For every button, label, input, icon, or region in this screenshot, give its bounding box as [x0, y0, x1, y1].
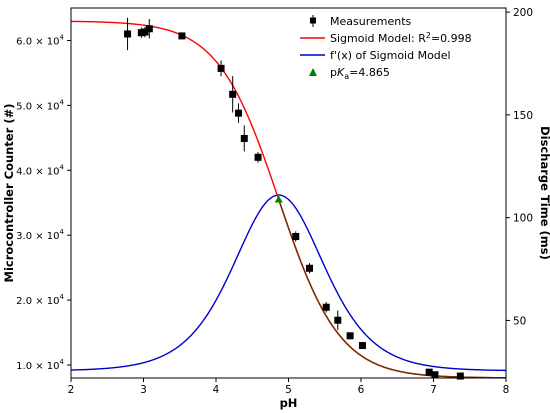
- legend-sigmoid-prefix: Sigmoid Model: R: [330, 32, 426, 45]
- measurement-point: [141, 26, 149, 38]
- measurement-marker: [124, 30, 132, 38]
- derivative-curve: [70, 194, 507, 372]
- measurement-point: [254, 152, 262, 163]
- measurement-points: [124, 17, 464, 380]
- measurement-point: [306, 263, 314, 274]
- measurement-marker: [141, 28, 149, 36]
- measurement-marker: [292, 232, 300, 240]
- x-axis-ticks: 2 3 4 5 6 7 8: [68, 378, 510, 396]
- measurement-marker: [178, 32, 186, 40]
- measurement-point: [358, 342, 366, 350]
- measurement-marker: [306, 264, 314, 272]
- pka-marker: [274, 195, 283, 203]
- legend-item-pka: pKa=4.865: [309, 66, 390, 81]
- legend-item-derivative: f'(x) of Sigmoid Model: [300, 49, 451, 62]
- measurement-point: [456, 372, 464, 380]
- y-right-axis-label: Discharge Time (ms): [538, 126, 550, 260]
- legend-pka-marker: [309, 68, 317, 76]
- x-tick-label: 3: [140, 384, 147, 396]
- measurement-point: [124, 17, 132, 51]
- legend-measurements-label: Measurements: [330, 15, 412, 28]
- measurement-point: [334, 310, 342, 330]
- x-tick-label: 6: [358, 384, 365, 396]
- measurement-point: [240, 125, 248, 152]
- measurement-point: [217, 60, 225, 77]
- measurement-marker: [254, 153, 262, 161]
- legend-pka-prefix: p: [330, 66, 337, 79]
- plot-area: [71, 8, 506, 378]
- y-right-tick-label: 100: [513, 213, 533, 225]
- legend-sigmoid-sup: 2: [426, 31, 431, 40]
- measurement-point: [137, 27, 145, 38]
- measurement-point: [234, 103, 242, 123]
- measurement-point: [431, 371, 439, 379]
- x-tick-label: 5: [285, 384, 292, 396]
- legend-sigmoid-suffix: =0.998: [431, 32, 472, 45]
- x-tick-label: 8: [503, 384, 510, 396]
- y-left-axis-ticks: 1.0 × 104 2.0 × 104 3.0 × 104 4.0 × 104 5.0 …: [16, 33, 71, 372]
- y-right-tick-label: 150: [513, 110, 533, 122]
- overlap-curve: [278, 200, 507, 379]
- measurement-marker: [346, 332, 354, 340]
- measurement-marker: [145, 25, 153, 33]
- y-left-tick-label: 1.0 × 104: [16, 358, 64, 372]
- y-left-tick-label: 2.0 × 104: [16, 293, 64, 307]
- measurement-marker: [425, 368, 433, 376]
- legend-measurements-marker: [310, 17, 316, 24]
- measurement-marker: [358, 342, 366, 350]
- measurement-marker: [229, 90, 237, 98]
- y-left-tick-label: 6.0 × 104: [16, 33, 64, 47]
- measurement-marker: [240, 134, 248, 142]
- legend-sigmoid-label: Sigmoid Model: R2=0.998: [330, 31, 472, 45]
- y-left-tick-label: 5.0 × 104: [16, 98, 64, 112]
- x-tick-label: 7: [430, 384, 437, 396]
- measurement-point: [425, 368, 433, 376]
- measurement-marker: [431, 371, 439, 379]
- measurement-point: [178, 32, 186, 40]
- measurement-marker: [334, 316, 342, 324]
- y-right-tick-label: 50: [513, 315, 526, 327]
- legend-pka-italic: K: [337, 66, 345, 79]
- x-axis-label: pH: [280, 396, 298, 410]
- legend-pka-suffix: =4.865: [349, 66, 390, 79]
- legend-item-sigmoid: Sigmoid Model: R2=0.998: [300, 31, 472, 45]
- legend-item-measurements: Measurements: [310, 15, 412, 28]
- measurement-point: [322, 302, 330, 313]
- measurement-marker: [456, 372, 464, 380]
- y-right-axis-ticks: 50 100 150 200: [506, 7, 533, 327]
- x-tick-label: 4: [213, 384, 220, 396]
- measurement-point: [229, 76, 237, 113]
- legend-derivative-label: f'(x) of Sigmoid Model: [330, 49, 451, 62]
- y-left-tick-label: 4.0 × 104: [16, 163, 64, 177]
- legend: Measurements Sigmoid Model: R2=0.998 f'(…: [300, 15, 472, 81]
- y-left-axis-label: Microcontroller Counter (#): [2, 104, 16, 283]
- measurement-marker: [322, 303, 330, 311]
- y-left-tick-label: 3.0 × 104: [16, 228, 64, 242]
- measurement-point: [346, 332, 354, 340]
- legend-pka-sub: a: [344, 72, 349, 81]
- measurement-marker: [137, 29, 145, 37]
- x-tick-label: 2: [68, 384, 75, 396]
- y-right-tick-label: 200: [513, 7, 533, 19]
- measurement-marker: [217, 64, 225, 72]
- measurement-marker: [234, 109, 242, 117]
- measurement-point: [292, 231, 300, 242]
- legend-pka-label: pKa=4.865: [330, 66, 390, 81]
- measurement-point: [145, 19, 153, 39]
